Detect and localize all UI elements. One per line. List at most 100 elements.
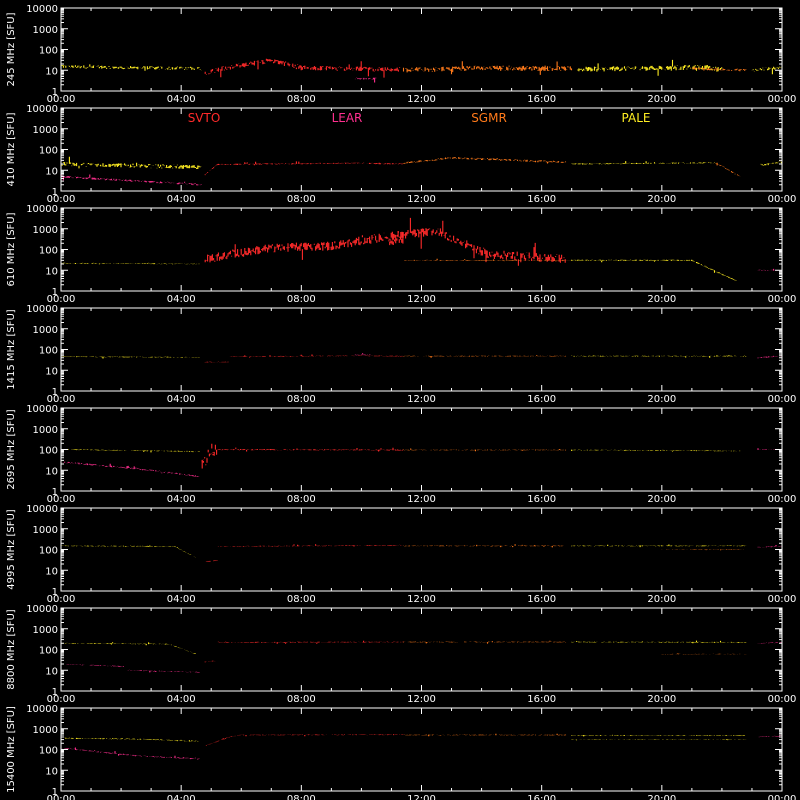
panel-6: 00:00 04:00 08:00 12:00 16:00 20:00 00:0011010… — [6, 504, 796, 605]
x-tick-label: 00:00 — [47, 694, 76, 705]
y-tick-label: 1 — [52, 687, 58, 698]
y-tick-label: 1000 — [33, 25, 58, 36]
series-lear-2 — [60, 174, 202, 186]
y-tick-label: 10 — [45, 766, 58, 777]
y-tick-label: 10000 — [26, 104, 58, 115]
panel-1: 00:00 04:00 08:00 12:00 16:00 20:00 00:0011010… — [6, 4, 796, 105]
panel-frame — [60, 7, 783, 92]
x-tick-label: 00:00 — [47, 294, 76, 305]
y-tick-label: 100 — [39, 746, 58, 757]
x-tick-label: 08:00 — [287, 694, 316, 705]
x-tick-label: 16:00 — [527, 94, 556, 105]
y-tick-label: 10000 — [26, 704, 58, 715]
x-tick-label: 00:00 — [47, 394, 76, 405]
series-pale-6 — [571, 449, 741, 452]
x-tick-label: 08:00 — [287, 94, 316, 105]
legend-lear: LEAR — [332, 111, 363, 125]
series-lear-2 — [60, 663, 200, 673]
x-tick-label: 12:00 — [407, 694, 436, 705]
series-pale-1 — [60, 356, 200, 359]
y-tick-label: 10 — [45, 366, 58, 377]
y-axis-label: 610 MHz [SFU] — [6, 212, 17, 286]
y-tick-label: 10000 — [26, 4, 58, 15]
x-tick-label: 00:00 — [768, 94, 797, 105]
series-pale-4 — [571, 544, 747, 548]
panel-frame — [60, 607, 783, 692]
y-tick-label: 10 — [45, 566, 58, 577]
series-sgmr-4 — [402, 61, 573, 75]
series-sgmr-5 — [402, 448, 567, 452]
y-tick-label: 1 — [52, 87, 58, 98]
series-svto-3 — [387, 231, 404, 246]
series-lear-2 — [60, 461, 200, 477]
series-lear-2 — [60, 747, 200, 760]
series-sgmr-6 — [661, 653, 747, 655]
legend-pale: PALE — [622, 111, 651, 125]
x-tick-label: 12:00 — [407, 594, 436, 605]
x-tick-label: 00:00 — [768, 494, 797, 505]
y-tick-label: 1000 — [33, 125, 58, 136]
series-svto-3 — [201, 447, 404, 462]
x-tick-label: 08:00 — [287, 294, 316, 305]
x-tick-label: 16:00 — [527, 294, 556, 305]
series-svto-2 — [204, 354, 404, 363]
y-tick-label: 10 — [45, 666, 58, 677]
panel-frame — [60, 107, 783, 192]
x-tick-label: 20:00 — [647, 594, 676, 605]
x-tick-label: 12:00 — [407, 294, 436, 305]
legend-svto: SVTO — [188, 111, 221, 125]
x-tick-label: 00:00 — [768, 694, 797, 705]
y-tick-label: 10000 — [26, 204, 58, 215]
series-sgmr-6 — [691, 67, 747, 72]
panel-frame — [60, 507, 783, 592]
x-tick-label: 20:00 — [647, 94, 676, 105]
x-tick-label: 00:00 — [768, 394, 797, 405]
y-tick-label: 100 — [39, 646, 58, 657]
series-pale-1 — [60, 737, 199, 742]
x-tick-label: 20:00 — [647, 694, 676, 705]
series-pale-1 — [60, 545, 196, 558]
x-tick-label: 00:00 — [768, 294, 797, 305]
x-tick-label: 04:00 — [167, 494, 196, 505]
y-tick-label: 100 — [39, 246, 58, 257]
x-tick-label: 20:00 — [647, 394, 676, 405]
x-tick-label: 00:00 — [47, 94, 76, 105]
series-pale-1 — [61, 262, 200, 265]
x-tick-label: 16:00 — [527, 394, 556, 405]
x-tick-label: 04:00 — [167, 294, 196, 305]
series-pale-5 — [571, 161, 717, 165]
series-sgmr-4 — [402, 733, 567, 737]
x-tick-label: 16:00 — [527, 594, 556, 605]
series-sgmr-4 — [402, 157, 567, 164]
y-axis-label: 8800 MHz [SFU] — [6, 609, 17, 690]
series-pale-1 — [60, 449, 200, 453]
series-lear-3 — [354, 77, 377, 83]
panel-8: 00:00 04:00 08:00 12:00 16:00 20:00 00:0011010… — [6, 704, 796, 800]
x-tick-label: 16:00 — [527, 194, 556, 205]
panel-frame — [60, 707, 783, 792]
y-tick-label: 1 — [52, 187, 58, 198]
y-tick-label: 10 — [45, 266, 58, 277]
series-pale-6 — [571, 739, 747, 741]
y-tick-label: 1000 — [33, 325, 58, 336]
x-tick-label: 12:00 — [407, 394, 436, 405]
x-tick-label: 04:00 — [167, 394, 196, 405]
y-axis-label: 15400 MHz [SFU] — [6, 706, 17, 793]
x-tick-label: 20:00 — [647, 294, 676, 305]
series-pale-7 — [751, 66, 783, 75]
x-tick-label: 08:00 — [287, 494, 316, 505]
y-axis-label: 4995 MHz [SFU] — [6, 509, 17, 590]
x-tick-label: 12:00 — [407, 94, 436, 105]
x-tick-label: 00:00 — [768, 594, 797, 605]
series-svto-3 — [205, 734, 404, 746]
y-tick-label: 1 — [52, 287, 58, 298]
x-tick-label: 04:00 — [167, 94, 196, 105]
x-tick-label: 04:00 — [167, 694, 196, 705]
x-tick-label: 00:00 — [47, 794, 76, 800]
series-pale-1 — [60, 642, 196, 654]
panel-frame — [60, 407, 783, 492]
series-sgmr-6 — [715, 162, 741, 177]
series-pale-5 — [571, 734, 746, 737]
x-tick-label: 12:00 — [407, 494, 436, 505]
y-tick-label: 1 — [52, 587, 58, 598]
